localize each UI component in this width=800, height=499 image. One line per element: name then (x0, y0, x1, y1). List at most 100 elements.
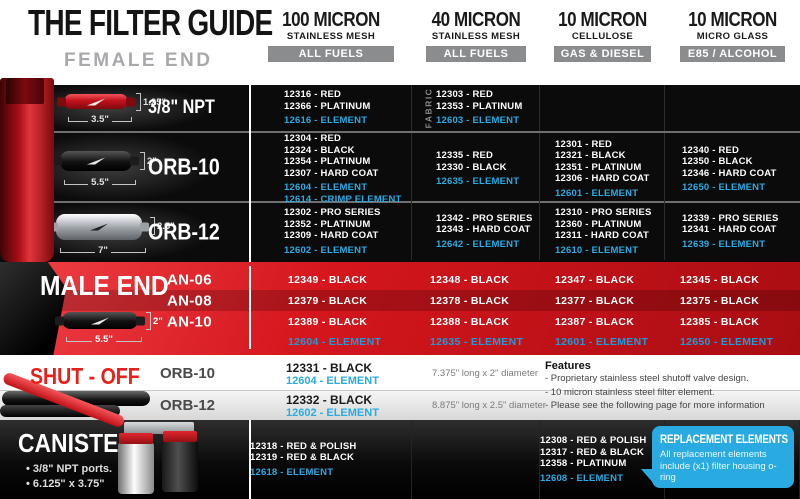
element-part-number: 12614 - CRIMP ELEMENT (284, 193, 402, 205)
element-part-number: 12650 - ELEMENT (682, 182, 766, 193)
replacement-elements-callout: REPLACEMENT ELEMENTS All replacement ele… (641, 426, 794, 488)
part-number: 12385 - BLACK (680, 315, 760, 328)
aeromotive-logo-icon (90, 224, 108, 231)
element-part-number: 12602 - ELEMENT (286, 407, 379, 419)
filter-cell: 12310 - PRO SERIES 12360 - PLATINUM 12311 … (540, 203, 665, 260)
height-dimension: 2" (140, 152, 157, 170)
height-dimension: 2.5" (150, 217, 175, 235)
male-end-section: AN-06 12349 - BLACK 12348 - BLACK 12347 - … (0, 262, 800, 355)
male-rows: AN-06 12349 - BLACK 12348 - BLACK 12347 - … (0, 269, 800, 352)
element-part-number: 12618 - ELEMENT (250, 466, 334, 478)
row-label: ORB-10 (160, 365, 216, 382)
label-data-divider (249, 85, 251, 262)
part-number: 12351 - PLATINUM (555, 161, 642, 173)
filter-cell: 12335 - RED 12330 - BLACK 12635 - ELEMENT (412, 133, 540, 205)
part-number: 12389 - BLACK (288, 315, 368, 328)
section-subtitle-female-end: FEMALE END (64, 50, 213, 71)
element-part-number: 12608 - ELEMENT (540, 472, 624, 484)
filter-cell: 12342 - PRO SERIES 12343 - HARD COAT 1264… (412, 203, 540, 260)
part-number: 12318 - RED & POLISH (250, 440, 357, 452)
orb12-filter-image: 7" 2.5" (40, 203, 210, 260)
element-part-number: 12604 - ELEMENT (288, 336, 382, 348)
part-number: 12321 - BLACK (555, 150, 626, 162)
row-label: ORB-12 (148, 218, 220, 244)
width-dimension: 7" (60, 245, 146, 256)
table-row-an08: AN-08 12379 - BLACK 12378 - BLACK 12377 - … (0, 290, 800, 311)
inline-filter-red-image (64, 94, 128, 109)
table-row-orb12: 7" 2.5" ORB-12 12302 - PRO SERIES 12352 -… (0, 203, 800, 260)
part-number: 12360 - PLATINUM (555, 218, 642, 230)
part-number: 12348 - BLACK (430, 273, 510, 286)
element-part-number: 12601 - ELEMENT (555, 336, 649, 348)
dimension-note: 8.875" long x 2.5" diameter (432, 400, 546, 411)
part-number: 12307 - HARD COAT (284, 167, 379, 179)
filter-cell: 12340 - RED 12350 - BLACK 12346 - HARD COA… (665, 133, 800, 205)
feature-item: - Please see the following page for more… (545, 400, 765, 411)
element-part-number: 12603 - ELEMENT (436, 115, 520, 127)
aeromotive-logo-icon (91, 317, 109, 324)
element-part-number: 12604 - ELEMENT (284, 182, 368, 193)
part-number: 12388 - BLACK (430, 315, 510, 328)
row-label: AN-10 (167, 313, 212, 330)
canister-spec: • 6.125" x 3.75" (26, 478, 105, 490)
filter-cell: 12302 - PRO SERIES 12352 - PLATINUM 12309 … (250, 203, 412, 260)
fuel-badge: GAS & DIESEL (553, 46, 652, 62)
part-number: 12347 - BLACK (555, 273, 635, 286)
filter-cell: 12316 - RED 12366 - PLATINUM 12616 - ELEM… (250, 85, 412, 131)
part-number: 12342 - PRO SERIES (436, 212, 533, 224)
filter-cell: FABRIC 12303 - RED 12353 - PLATINUM 12603… (412, 85, 540, 131)
part-number: 12303 - RED (436, 89, 494, 101)
dimension-note: 7.375" long x 2" diameter (432, 368, 539, 379)
element-part-number: 12602 - ELEMENT (284, 244, 368, 256)
part-number: 12316 - RED (284, 89, 342, 101)
part-number: 12341 - HARD COAT (682, 224, 777, 236)
table-row-npt: 3.5" 1.25" 3/8" NPT 12316 - RED 12366 - P… (0, 85, 800, 133)
page-title: THE FILTER GUIDE (28, 2, 273, 43)
part-number: 12317 - RED & BLACK (540, 446, 645, 458)
element-part-number: 12650 - ELEMENT (680, 336, 774, 348)
row-label: ORB-12 (160, 397, 216, 414)
element-part-number: 12616 - ELEMENT (284, 115, 368, 127)
fuel-badge: ALL FUELS (267, 46, 395, 62)
row-cells: 12316 - RED 12366 - PLATINUM 12616 - ELEM… (250, 85, 800, 131)
shutoff-section: SHUT - OFF ORB-10 12331 - BLACK 12604 - … (0, 355, 800, 429)
orb10-filter-image: 5.5" 2" (40, 133, 210, 201)
fuel-badge: ALL FUELS (426, 46, 526, 62)
part-number: 12335 - RED (436, 150, 494, 162)
canister-filter-polish-image (118, 433, 154, 494)
filter-cell: 12304 - RED 12324 - BLACK 12354 - PLATINUM… (250, 133, 412, 205)
part-number: 12340 - RED (682, 144, 740, 156)
part-number: 12352 - PLATINUM (284, 218, 371, 230)
row-label: ORB-10 (148, 153, 220, 180)
part-number: 12343 - HARD COAT (436, 224, 531, 236)
part-number: 12375 - BLACK (680, 294, 760, 307)
label-data-divider (249, 420, 251, 499)
part-number: 12308 - RED & POLISH (540, 435, 647, 446)
filter-cell: 12339 - PRO SERIES 12341 - HARD COAT 1263… (665, 203, 800, 260)
part-number: 12349 - BLACK (288, 273, 368, 286)
features-panel: Features - Proprietary stainless steel s… (545, 360, 785, 413)
element-part-number: 12635 - ELEMENT (430, 336, 524, 348)
callout-title: REPLACEMENT ELEMENTS (660, 432, 788, 446)
label-data-divider (249, 266, 251, 349)
part-number: 12331 - BLACK (286, 361, 373, 375)
filter-cell: 12308 - RED & POLISH 12317 - RED & BLACK 1… (540, 420, 665, 499)
column-headers: 100 MICRON STAINLESS MESH ALL FUELS 40 M… (250, 10, 800, 62)
callout-body: All replacement elements include (x1) fi… (660, 449, 777, 483)
part-number: 12324 - BLACK (284, 144, 355, 156)
element-part-number: 12604 - ELEMENT (286, 375, 379, 387)
section-title-shutoff: SHUT - OFF (30, 363, 140, 389)
canister-section: CANISTER • 3/8" NPT ports. • 6.125" x 3.7… (0, 420, 800, 499)
part-number: 12358 - PLATINUM (540, 458, 627, 469)
part-number: 12350 - BLACK (682, 156, 753, 167)
row-cells: 12304 - RED 12324 - BLACK 12354 - PLATINUM… (250, 133, 800, 205)
an-fitting-image (0, 262, 67, 355)
column-header-40-micron: 40 MICRON STAINLESS MESH ALL FUELS (412, 10, 540, 62)
column-header-10-micron-micro-glass: 10 MICRON MICRO GLASS E85 / ALCOHOL (665, 10, 800, 62)
part-number: 12304 - RED (284, 133, 342, 144)
element-part-number: 12610 - ELEMENT (555, 244, 639, 256)
table-row-male-elements: 12604 - ELEMENT 12635 - ELEMENT 12601 - EL… (0, 332, 800, 352)
filter-cell-empty (540, 85, 665, 131)
canister-spec: • 3/8" NPT ports. (26, 463, 113, 475)
